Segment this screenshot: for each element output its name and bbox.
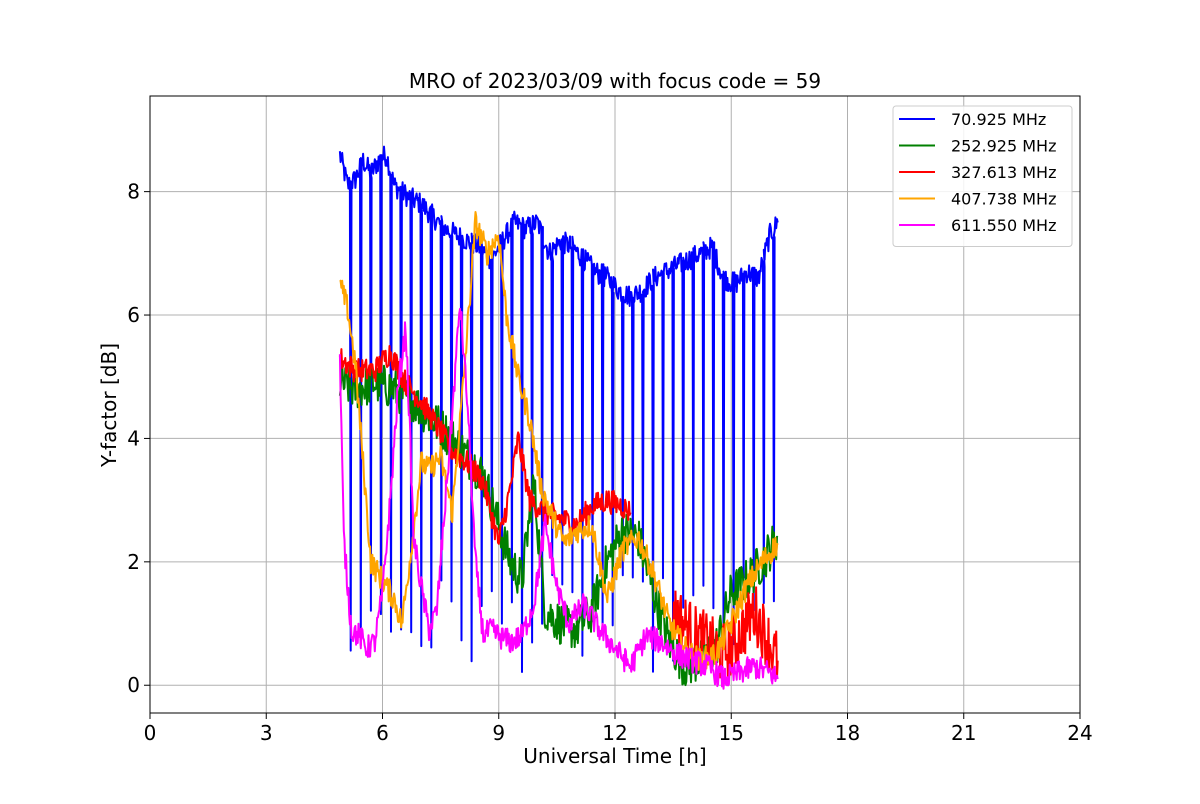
- x-tick-label: 21: [951, 721, 976, 745]
- legend: 70.925 MHz 252.925 MHz 327.613 MHz 407.738 …: [892, 105, 1073, 247]
- legend-box: [892, 105, 1073, 247]
- x-tick-label: 24: [1067, 721, 1092, 745]
- series-327-613-line: [338, 345, 632, 545]
- x-tick-label: 6: [376, 721, 389, 745]
- y-tick-label: 0: [127, 673, 140, 697]
- x-tick-label: 15: [719, 721, 744, 745]
- y-axis-label: Y-factor [dB]: [97, 343, 121, 468]
- x-tick-label: 0: [144, 721, 157, 745]
- y-tick-label: 8: [127, 180, 140, 204]
- x-axis-label: Universal Time [h]: [523, 744, 706, 768]
- series-70-925-line: [338, 145, 779, 673]
- x-axis-ticks: 0 3 6 9 12 15 18 21 24: [144, 713, 1093, 745]
- legend-label: 252.925 MHz: [951, 137, 1056, 156]
- x-tick-label: 18: [835, 721, 860, 745]
- y-tick-label: 4: [127, 426, 140, 450]
- legend-label: 407.738 MHz: [951, 190, 1056, 209]
- y-tick-label: 2: [127, 550, 140, 574]
- chart-title: MRO of 2023/03/09 with focus code = 59: [409, 69, 821, 93]
- legend-label: 327.613 MHz: [951, 163, 1056, 182]
- series-lines: [338, 145, 779, 690]
- x-tick-label: 12: [602, 721, 627, 745]
- series-611-550-line: [338, 307, 779, 690]
- legend-label: 70.925 MHz: [951, 110, 1046, 129]
- y-tick-label: 6: [127, 303, 140, 327]
- y-axis-ticks: 0 2 4 6 8: [127, 180, 150, 697]
- legend-label: 611.550 MHz: [951, 216, 1056, 235]
- x-tick-label: 3: [260, 721, 273, 745]
- x-tick-label: 9: [492, 721, 505, 745]
